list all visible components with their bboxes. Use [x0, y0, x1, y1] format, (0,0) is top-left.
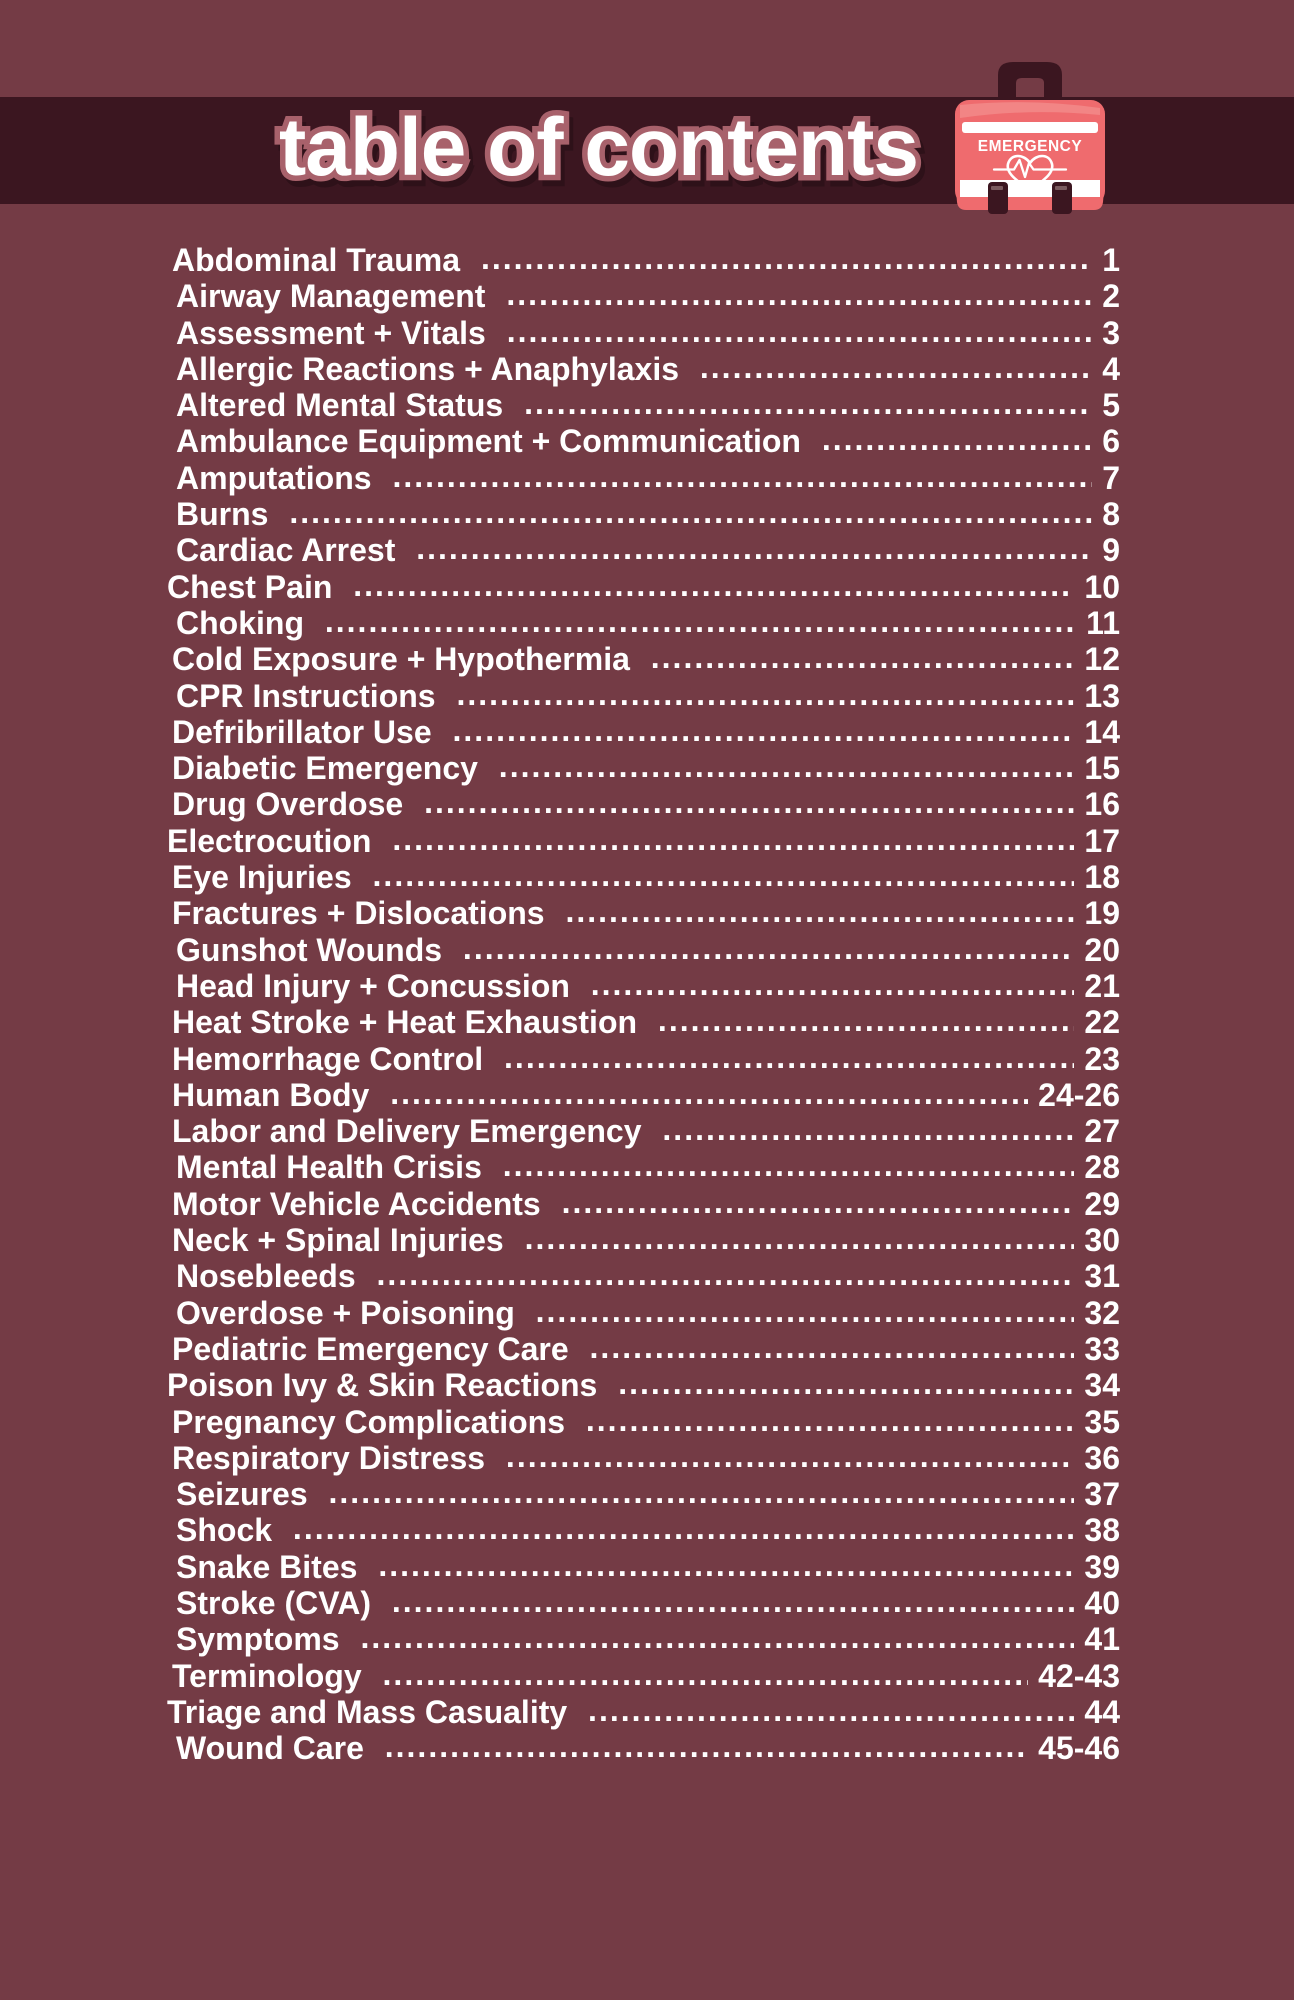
svg-text:EMERGENCY: EMERGENCY	[978, 138, 1083, 155]
